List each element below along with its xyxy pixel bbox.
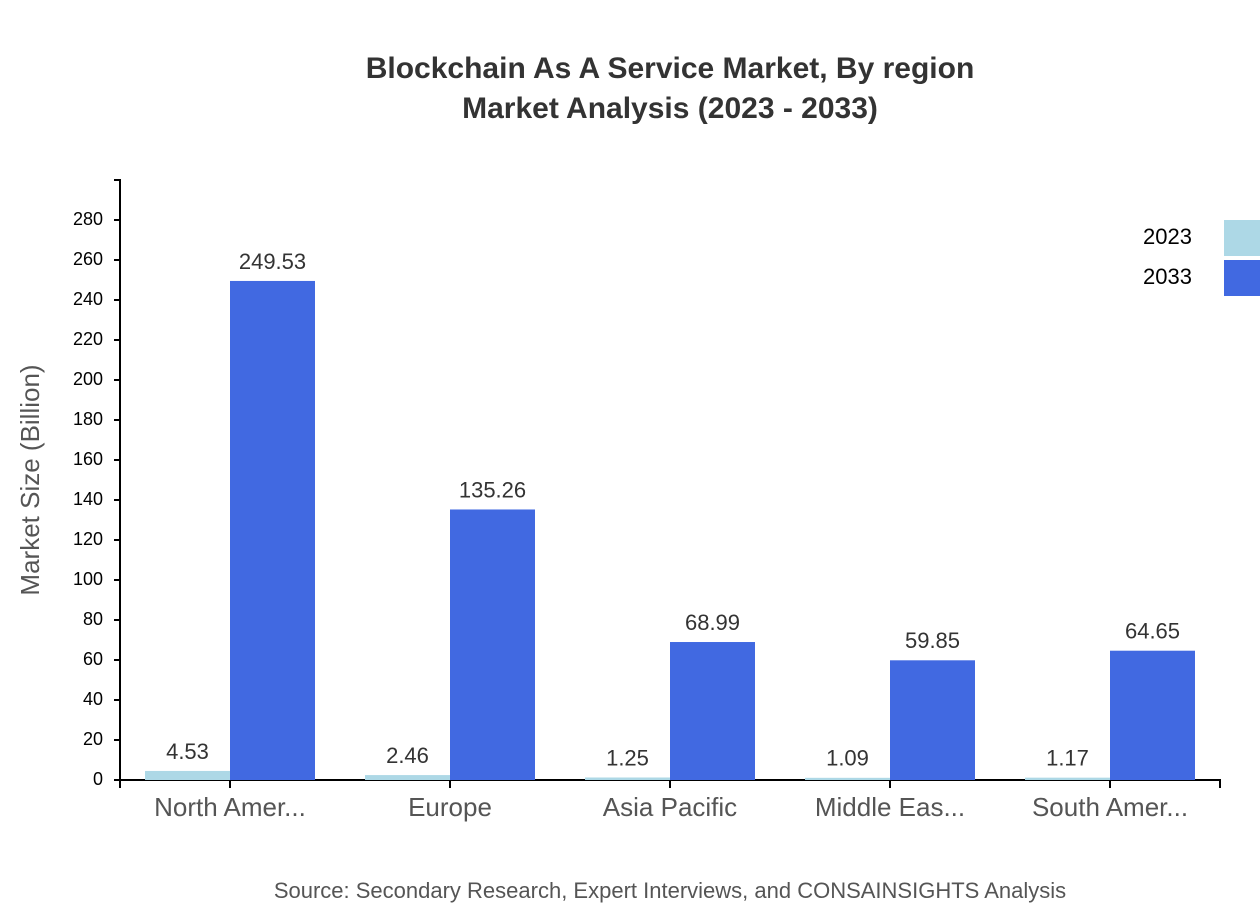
y-tick-label: 180 bbox=[73, 409, 103, 429]
value-label: 64.65 bbox=[1125, 619, 1180, 644]
y-tick-label: 0 bbox=[93, 769, 103, 789]
source-note: Source: Secondary Research, Expert Inter… bbox=[274, 878, 1066, 903]
bar bbox=[1025, 777, 1110, 780]
value-label: 2.46 bbox=[386, 743, 429, 768]
y-axis bbox=[114, 179, 121, 781]
y-tick-label: 160 bbox=[73, 449, 103, 469]
value-label: 1.25 bbox=[606, 745, 649, 770]
value-label: 68.99 bbox=[685, 610, 740, 635]
legend-swatch bbox=[1224, 220, 1260, 256]
x-tick-label: Europe bbox=[408, 792, 492, 822]
y-tick-label: 120 bbox=[73, 529, 103, 549]
x-tick-label: Middle Eas... bbox=[815, 792, 965, 822]
bar bbox=[1110, 650, 1195, 780]
value-label: 59.85 bbox=[905, 628, 960, 653]
x-tick-label: South Amer... bbox=[1032, 792, 1188, 822]
y-axis-label: Market Size (Billion) bbox=[15, 364, 45, 595]
y-tick-label: 280 bbox=[73, 209, 103, 229]
y-tick-label: 200 bbox=[73, 369, 103, 389]
bar bbox=[670, 642, 755, 780]
y-tick-label: 20 bbox=[83, 729, 103, 749]
value-label: 249.53 bbox=[239, 249, 306, 274]
chart-title: Blockchain As A Service Market, By regio… bbox=[366, 52, 975, 85]
bar bbox=[805, 777, 890, 780]
y-tick-label: 220 bbox=[73, 329, 103, 349]
bar bbox=[230, 280, 315, 780]
y-tick-label: 80 bbox=[83, 609, 103, 629]
value-label: 4.53 bbox=[166, 739, 209, 764]
y-tick-label: 140 bbox=[73, 489, 103, 509]
bar bbox=[585, 777, 670, 780]
chart-subtitle: Market Analysis (2023 - 2033) bbox=[462, 92, 878, 125]
x-tick-label: Asia Pacific bbox=[603, 792, 737, 822]
bar bbox=[450, 509, 535, 780]
value-label: 1.17 bbox=[1046, 745, 1089, 770]
value-label: 1.09 bbox=[826, 746, 869, 771]
bar bbox=[890, 660, 975, 780]
y-tick-label: 100 bbox=[73, 569, 103, 589]
y-tick-label: 40 bbox=[83, 689, 103, 709]
y-tick-label: 240 bbox=[73, 289, 103, 309]
y-tick-label: 60 bbox=[83, 649, 103, 669]
bar bbox=[145, 770, 230, 780]
bar bbox=[365, 775, 450, 780]
x-tick-label: North Amer... bbox=[154, 792, 306, 822]
legend-label: 2033 bbox=[1143, 264, 1192, 289]
legend-swatch bbox=[1224, 260, 1260, 296]
y-tick-label: 260 bbox=[73, 249, 103, 269]
legend-label: 2023 bbox=[1143, 224, 1192, 249]
value-label: 135.26 bbox=[459, 477, 526, 502]
